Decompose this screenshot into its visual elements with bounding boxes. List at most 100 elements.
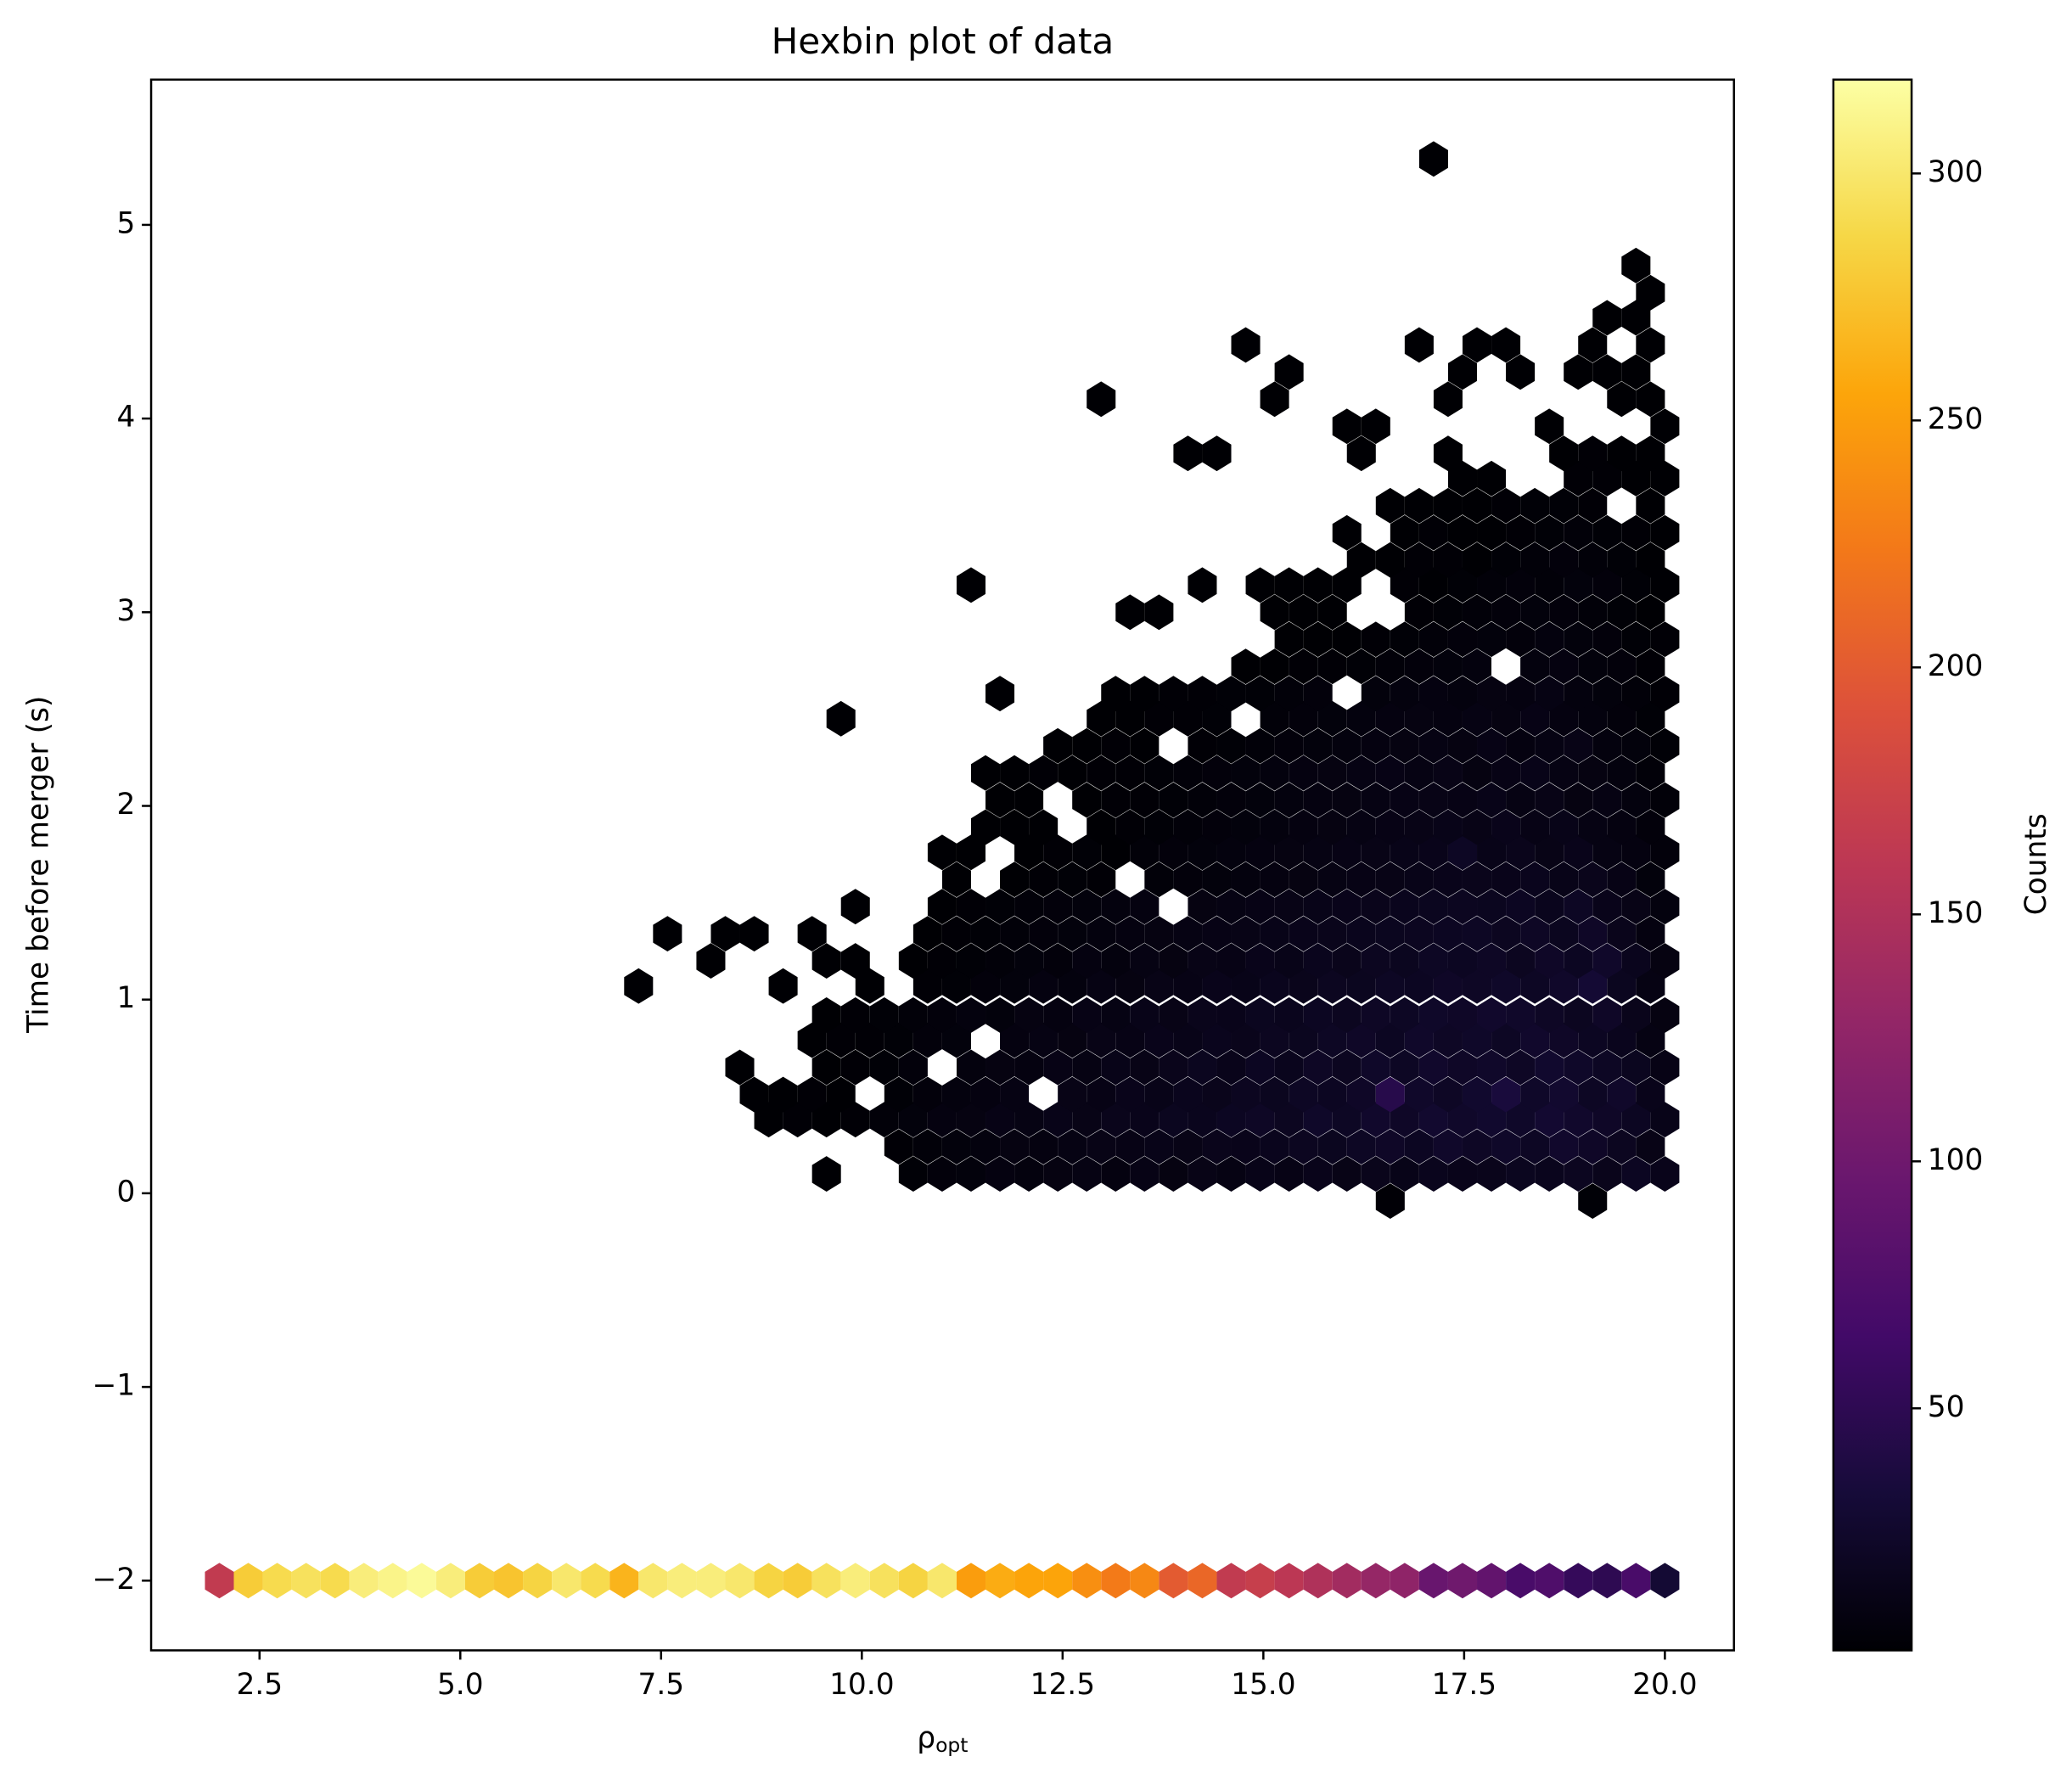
hexbin: [1216, 1563, 1246, 1599]
hexbin: [1144, 700, 1174, 737]
hexbin: [1564, 727, 1593, 764]
hexbin: [696, 1563, 726, 1599]
hexbin: [1231, 861, 1261, 898]
hexbin: [1578, 1183, 1608, 1219]
hexbin: [667, 1563, 697, 1599]
hexbin: [1159, 834, 1188, 871]
hexbin: [1072, 1102, 1102, 1138]
hexbin: [1375, 1076, 1405, 1113]
hexbin: [1621, 1049, 1651, 1086]
hexbin: [1144, 916, 1174, 952]
hexbin: [1390, 834, 1419, 871]
hexbin: [1447, 1049, 1478, 1086]
y-tick-label: −2: [93, 1563, 136, 1597]
hexbin: [1000, 916, 1030, 952]
hexbin: [1549, 435, 1579, 472]
hexbin: [1506, 514, 1536, 551]
hexbin: [1592, 997, 1622, 1033]
hexbin: [1014, 997, 1044, 1033]
hexbin: [1404, 809, 1434, 845]
hexbin: [1130, 943, 1160, 979]
hexbin: [1433, 755, 1463, 791]
plot-area: [205, 141, 1680, 1599]
hexbin: [1014, 1563, 1044, 1599]
hexbin: [1506, 889, 1536, 925]
hexbin: [1607, 542, 1637, 578]
hexbin: [1477, 782, 1507, 818]
hexbin: [1274, 354, 1304, 390]
hexbin: [1289, 809, 1318, 845]
hexbin: [1000, 755, 1030, 791]
hexbin: [1462, 648, 1492, 685]
hexbin: [1202, 861, 1232, 898]
hexbin: [1477, 1102, 1507, 1138]
hexbin: [1549, 1022, 1579, 1058]
hexbin: [985, 1049, 1015, 1086]
hexbin: [1650, 1049, 1680, 1086]
hexbin: [1361, 834, 1390, 871]
hexbin: [1578, 594, 1608, 631]
hexbin: [1159, 782, 1188, 818]
hexbin: [941, 916, 971, 952]
hexbin: [1274, 834, 1304, 871]
hexbin: [869, 1049, 899, 1086]
hexbin: [1375, 487, 1405, 524]
hexbin: [1173, 968, 1203, 1004]
hexbin: [855, 1022, 884, 1058]
hexbin: [1592, 834, 1622, 871]
hexbin: [1592, 1102, 1622, 1138]
hexbin: [1621, 782, 1651, 818]
hexbin: [1332, 1156, 1362, 1192]
hexbin: [1592, 300, 1622, 336]
hexbin: [1390, 567, 1419, 603]
hexbin: [1375, 968, 1405, 1004]
hexbin: [1000, 1129, 1030, 1165]
hexbin: [1592, 782, 1622, 818]
hexbin: [1260, 809, 1289, 845]
hexbin: [1375, 700, 1405, 737]
hexbin: [1303, 834, 1333, 871]
hexbin: [1058, 1022, 1087, 1058]
hexbin: [1303, 889, 1333, 925]
hexbin: [1072, 782, 1102, 818]
hexbin: [1650, 460, 1680, 497]
hexbin: [205, 1563, 234, 1599]
hexbin: [1404, 861, 1434, 898]
hexbin: [1274, 621, 1304, 658]
hexbin: [1188, 1156, 1217, 1192]
hexbin: [1477, 889, 1507, 925]
hexbin: [1477, 1563, 1507, 1599]
hexbin: [1332, 727, 1362, 764]
hexbin: [378, 1563, 407, 1599]
hexbin: [1462, 1022, 1492, 1058]
hexbin: [233, 1563, 263, 1599]
y-tick-label: 3: [116, 594, 135, 628]
hexbin: [1130, 834, 1160, 871]
hexbin: [1245, 1102, 1275, 1138]
hexbin: [970, 755, 1001, 791]
hexbin: [1462, 916, 1492, 952]
hexbin: [1188, 889, 1217, 925]
hexbin: [1418, 889, 1448, 925]
hexbin: [1346, 916, 1376, 952]
hexbin: [1144, 809, 1174, 845]
hexbin: [855, 968, 884, 1004]
hexbin: [1390, 1102, 1419, 1138]
hexbin: [1650, 943, 1680, 979]
hexbin: [1636, 487, 1665, 524]
hexbin: [1245, 889, 1275, 925]
hexbin: [1072, 1563, 1102, 1599]
hexbin: [1014, 1049, 1044, 1086]
hexbin: [1087, 916, 1116, 952]
hexbin: [1433, 594, 1463, 631]
hexbin: [1000, 1022, 1030, 1058]
hexbin: [320, 1563, 350, 1599]
hexbin: [1506, 676, 1536, 712]
hexbin: [1159, 943, 1188, 979]
hexbin: [1607, 648, 1637, 685]
colorbar-tick-label: 50: [1928, 1390, 1965, 1424]
hexbin: [638, 1563, 668, 1599]
hexbin: [1520, 755, 1550, 791]
hexbin: [1607, 755, 1637, 791]
hexbin: [1491, 1129, 1521, 1165]
